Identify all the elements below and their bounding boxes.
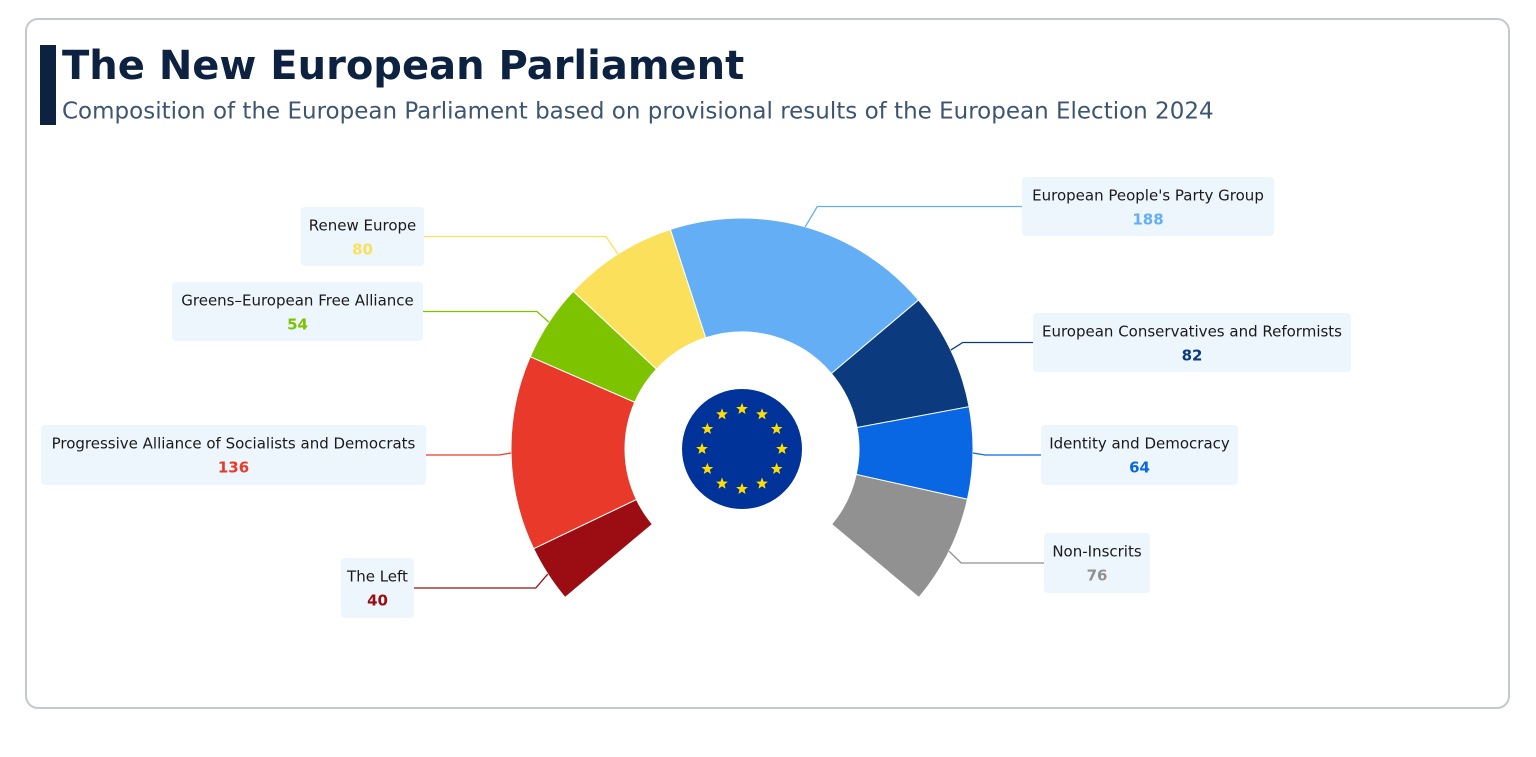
flag-star bbox=[770, 422, 783, 434]
label-value: 76 bbox=[1087, 567, 1108, 585]
label-name: Greens–European Free Alliance bbox=[181, 292, 414, 310]
flag-star bbox=[701, 462, 714, 474]
flag-star bbox=[756, 477, 768, 489]
label-box bbox=[341, 558, 414, 618]
flag-disc bbox=[682, 389, 802, 509]
label-box bbox=[41, 425, 426, 485]
label-box bbox=[172, 282, 423, 341]
eu-flag bbox=[682, 389, 802, 509]
connector bbox=[424, 235, 619, 255]
flag-star bbox=[701, 422, 714, 434]
flag-star bbox=[770, 462, 783, 474]
connector bbox=[426, 452, 512, 456]
label-box bbox=[1044, 533, 1150, 593]
label-name: The Left bbox=[346, 568, 408, 586]
label-value: 188 bbox=[1132, 211, 1163, 229]
label-value: 136 bbox=[218, 459, 249, 477]
flag-star bbox=[736, 402, 748, 414]
label-box bbox=[1041, 425, 1238, 485]
seat-segment bbox=[669, 217, 920, 375]
label-value: 64 bbox=[1129, 459, 1150, 477]
label-value: 82 bbox=[1182, 347, 1203, 365]
connector bbox=[804, 205, 1022, 228]
connector bbox=[423, 310, 550, 323]
chart-title: The New European Parliament bbox=[62, 43, 744, 89]
label-value: 40 bbox=[367, 592, 388, 610]
seat-segment bbox=[830, 473, 969, 599]
flag-star bbox=[716, 477, 728, 489]
label-name: Non-Inscrits bbox=[1052, 543, 1142, 561]
flag-star bbox=[736, 482, 748, 494]
label-name: European Conservatives and Reformists bbox=[1042, 323, 1342, 341]
flag-star bbox=[696, 442, 708, 454]
chart-subtitle: Composition of the European Parliament b… bbox=[62, 99, 1214, 125]
connector bbox=[950, 341, 1033, 351]
label-name: Progressive Alliance of Socialists and D… bbox=[52, 435, 416, 453]
label-name: European People's Party Group bbox=[1032, 187, 1264, 205]
label-name: Identity and Democracy bbox=[1049, 435, 1230, 453]
connector bbox=[414, 573, 549, 589]
label-value: 80 bbox=[352, 241, 373, 259]
label-value: 54 bbox=[287, 316, 308, 334]
flag-star bbox=[776, 442, 788, 454]
label-name: Renew Europe bbox=[309, 217, 417, 235]
flag-star bbox=[716, 408, 728, 420]
connector bbox=[972, 452, 1041, 456]
label-box bbox=[1022, 177, 1274, 236]
label-box bbox=[301, 207, 424, 266]
flag-star bbox=[756, 408, 768, 420]
title-bar bbox=[40, 45, 56, 125]
label-box bbox=[1033, 313, 1351, 372]
connector bbox=[948, 550, 1044, 564]
